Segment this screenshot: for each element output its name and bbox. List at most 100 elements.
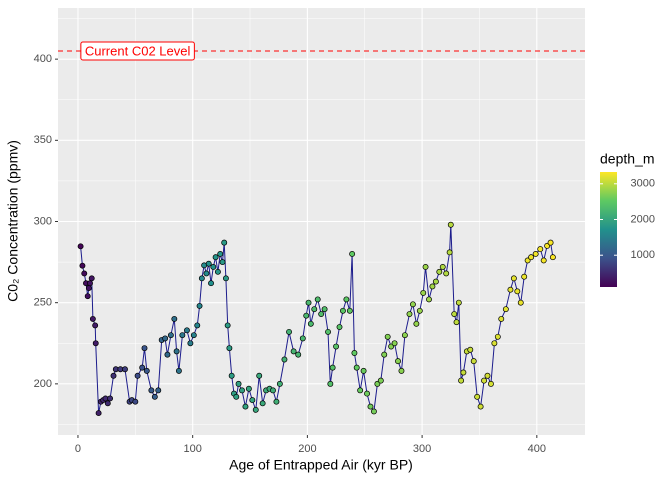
- data-point: [307, 320, 314, 327]
- data-point: [224, 322, 231, 329]
- data-point: [422, 264, 429, 270]
- data-point: [134, 372, 141, 379]
- data-point: [217, 251, 224, 257]
- data-point: [467, 346, 474, 353]
- data-point: [290, 348, 297, 355]
- data-point: [491, 340, 498, 347]
- data-point: [429, 283, 436, 290]
- data-point: [194, 322, 201, 329]
- data-point: [381, 351, 388, 358]
- data-point: [494, 333, 501, 340]
- data-point: [453, 319, 460, 326]
- data-point: [416, 307, 423, 314]
- data-point: [443, 270, 450, 277]
- data-point: [187, 340, 194, 347]
- data-point: [249, 397, 256, 404]
- data-point: [84, 293, 91, 300]
- data-point: [242, 403, 249, 410]
- data-point: [162, 335, 169, 342]
- data-point: [318, 311, 325, 317]
- data-point: [432, 278, 439, 285]
- data-point: [143, 367, 150, 374]
- data-point: [477, 403, 484, 410]
- data-point: [190, 332, 197, 339]
- data-point: [439, 264, 446, 270]
- data-point: [547, 239, 554, 246]
- data-point: [451, 311, 458, 317]
- data-point: [447, 221, 454, 228]
- data-point: [303, 312, 310, 319]
- data-point: [409, 301, 416, 308]
- data-point: [79, 262, 86, 269]
- data-point: [270, 387, 276, 394]
- data-point: [139, 364, 146, 371]
- data-point: [167, 332, 174, 339]
- data-point: [426, 296, 432, 303]
- data-point: [233, 393, 240, 400]
- data-point: [507, 286, 514, 293]
- data-point: [196, 302, 203, 309]
- data-point: [321, 306, 328, 313]
- data-point: [364, 390, 370, 397]
- data-point: [502, 306, 509, 313]
- data-point: [89, 315, 96, 322]
- data-point: [398, 367, 405, 374]
- data-point: [132, 398, 139, 405]
- data-point: [221, 239, 228, 246]
- data-point: [198, 275, 205, 282]
- data-point: [357, 387, 364, 394]
- data-point: [391, 340, 398, 347]
- data-point: [141, 345, 148, 352]
- data-point: [528, 254, 535, 261]
- data-point: [259, 400, 266, 407]
- x-axis-title: Age of Entrapped Air (kyr BP): [229, 457, 413, 473]
- data-point: [226, 345, 233, 352]
- data-point: [498, 315, 505, 322]
- data-point: [92, 322, 99, 329]
- x-tick-label: 300: [413, 443, 431, 455]
- data-point: [484, 372, 491, 379]
- data-point: [228, 372, 235, 379]
- data-point: [413, 320, 420, 327]
- y-tick-label: 300: [34, 215, 52, 227]
- colorbar-label: 1000: [631, 249, 655, 261]
- data-point: [305, 299, 312, 306]
- data-point: [360, 367, 367, 374]
- data-point: [122, 366, 128, 373]
- data-point: [219, 259, 226, 266]
- data-point: [532, 251, 539, 257]
- data-point: [406, 311, 413, 317]
- data-point: [203, 270, 210, 277]
- data-point: [173, 348, 180, 355]
- data-point: [171, 315, 178, 322]
- data-point: [377, 377, 384, 384]
- data-point: [222, 275, 229, 282]
- data-point: [85, 285, 92, 292]
- data-point: [325, 328, 331, 335]
- data-point: [205, 260, 212, 267]
- data-point: [351, 350, 358, 356]
- data-point: [470, 358, 477, 365]
- data-point: [214, 268, 221, 275]
- data-point: [235, 380, 242, 387]
- data-point: [510, 275, 517, 282]
- data-point: [276, 380, 283, 387]
- data-point: [487, 380, 494, 387]
- data-point: [179, 332, 186, 339]
- data-point: [401, 332, 408, 339]
- y-tick-label: 400: [34, 53, 52, 65]
- data-point: [286, 328, 292, 335]
- y-tick-label: 200: [34, 378, 52, 390]
- data-point: [367, 403, 374, 410]
- data-point: [210, 264, 217, 270]
- data-point: [455, 299, 462, 306]
- data-point: [481, 377, 488, 384]
- annotation-label: Current C02 Level: [85, 43, 191, 58]
- y-tick-label: 350: [34, 134, 52, 146]
- data-point: [329, 364, 336, 371]
- x-tick-label: 0: [75, 443, 81, 455]
- data-point: [517, 299, 524, 306]
- data-point: [336, 324, 343, 330]
- x-tick-label: 100: [183, 443, 201, 455]
